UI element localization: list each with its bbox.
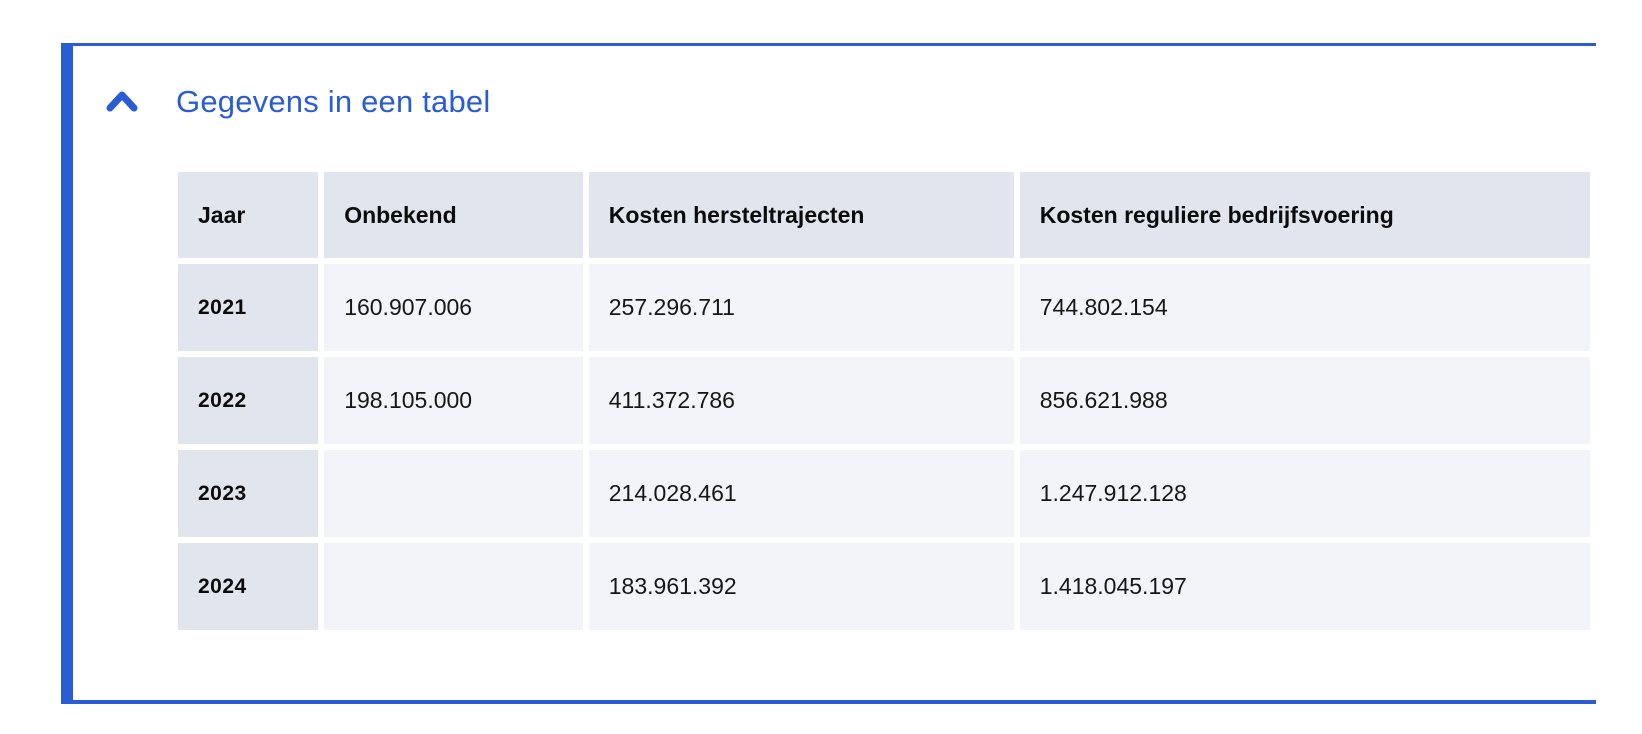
cell-value: 257.296.711 <box>588 264 1014 351</box>
table-row: 2021 160.907.006 257.296.711 744.802.154 <box>178 264 1590 351</box>
table-row: 2022 198.105.000 411.372.786 856.621.988 <box>178 357 1590 444</box>
cell-value: 856.621.988 <box>1019 357 1590 444</box>
column-header-kosten-reguliere-bedrijfsvoering: Kosten reguliere bedrijfsvoering <box>1019 172 1590 258</box>
cell-value: 183.961.392 <box>588 543 1014 630</box>
row-header-year: 2023 <box>178 450 319 537</box>
cell-value: 1.418.045.197 <box>1019 543 1590 630</box>
cell-value: 160.907.006 <box>324 264 583 351</box>
row-header-year: 2021 <box>178 264 319 351</box>
cell-value: 744.802.154 <box>1019 264 1590 351</box>
cell-value <box>324 543 583 630</box>
row-header-year: 2024 <box>178 543 319 630</box>
section-toggle[interactable]: Gegevens in een tabel <box>105 80 490 124</box>
row-header-year: 2022 <box>178 357 319 444</box>
cell-value: 411.372.786 <box>588 357 1014 444</box>
section-title: Gegevens in een tabel <box>176 84 491 119</box>
table-row: 2024 183.961.392 1.418.045.197 <box>178 543 1590 630</box>
cell-value: 1.247.912.128 <box>1019 450 1590 537</box>
header-row: Jaar Onbekend Kosten hersteltrajecten Ko… <box>178 172 1590 258</box>
column-header-jaar: Jaar <box>178 172 319 258</box>
cell-value <box>324 450 583 537</box>
collapsible-section: Gegevens in een tabel Jaar Onbekend Kost… <box>61 43 1596 704</box>
column-header-onbekend: Onbekend <box>324 172 583 258</box>
data-table: Jaar Onbekend Kosten hersteltrajecten Ko… <box>172 166 1596 636</box>
cell-value: 214.028.461 <box>588 450 1014 537</box>
cell-value: 198.105.000 <box>324 357 583 444</box>
chevron-up-icon <box>105 89 139 115</box>
column-header-kosten-hersteltrajecten: Kosten hersteltrajecten <box>588 172 1014 258</box>
table-row: 2023 214.028.461 1.247.912.128 <box>178 450 1590 537</box>
